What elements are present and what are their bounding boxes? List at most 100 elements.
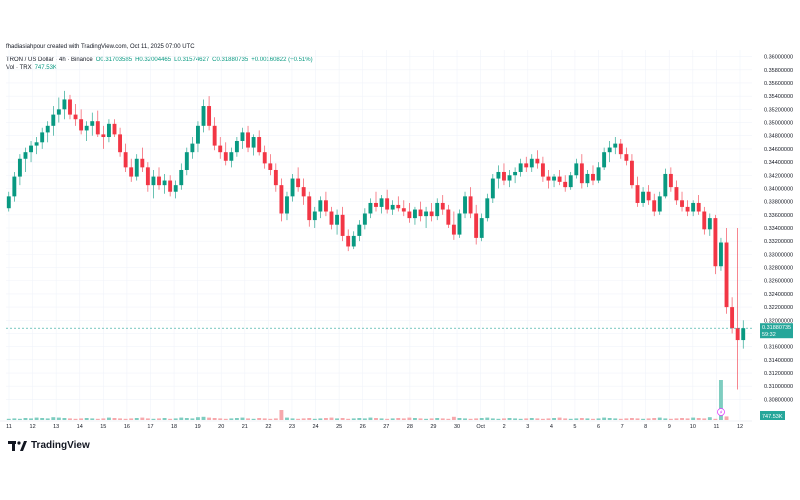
candle-body bbox=[179, 169, 184, 186]
volume-bar bbox=[702, 418, 707, 420]
x-tick-label: 18 bbox=[171, 424, 177, 430]
volume-bar bbox=[118, 418, 123, 420]
volume-bar bbox=[173, 418, 178, 420]
volume-bar bbox=[106, 417, 111, 420]
x-tick-label: 14 bbox=[77, 424, 83, 430]
x-tick-label: 21 bbox=[242, 424, 248, 430]
volume-bar bbox=[279, 410, 284, 420]
candle-body bbox=[162, 180, 167, 186]
candle-body bbox=[229, 152, 234, 161]
candle-body bbox=[268, 163, 273, 170]
x-tick-label: 30 bbox=[454, 424, 460, 430]
candle-body bbox=[535, 158, 540, 164]
candle-body bbox=[446, 209, 451, 225]
candle-body bbox=[29, 145, 33, 153]
y-tick-label: 0.32800000 bbox=[764, 266, 793, 272]
volume-bar bbox=[23, 418, 28, 420]
volume-bar bbox=[652, 418, 657, 420]
x-tick-label: 12 bbox=[30, 424, 36, 430]
candle-body bbox=[585, 173, 590, 184]
candle-body bbox=[140, 158, 145, 168]
volume-bar bbox=[329, 417, 334, 420]
volume-bar bbox=[368, 417, 373, 420]
volume-bar bbox=[223, 418, 228, 420]
volume-bar bbox=[618, 418, 623, 420]
candle-body bbox=[357, 224, 362, 236]
candle-body bbox=[513, 171, 518, 176]
candle-body bbox=[190, 143, 195, 153]
candle-body bbox=[735, 328, 740, 341]
candle-body bbox=[618, 143, 623, 155]
x-tick-label: 26 bbox=[360, 424, 366, 430]
y-tick-label: 0.35200000 bbox=[764, 107, 793, 113]
price-tag-price: 0.31880735 bbox=[762, 325, 791, 331]
candle-body bbox=[579, 163, 584, 184]
candle-body bbox=[524, 163, 529, 168]
x-tick-label: 6 bbox=[597, 424, 600, 430]
volume-bar bbox=[552, 418, 556, 420]
candle-body bbox=[707, 218, 712, 230]
volume-bar bbox=[401, 418, 406, 420]
candle-body bbox=[435, 202, 440, 217]
y-tick-label: 0.35400000 bbox=[764, 94, 793, 100]
lightning-icon bbox=[719, 409, 723, 415]
volume-bar bbox=[529, 418, 534, 420]
candle-body bbox=[123, 152, 128, 168]
candle-body bbox=[629, 160, 634, 186]
candle-body bbox=[385, 198, 390, 210]
volume-bar bbox=[246, 418, 250, 420]
tradingview-logo-icon bbox=[8, 440, 27, 451]
y-tick-label: 0.35000000 bbox=[764, 121, 793, 127]
volume-bar bbox=[546, 418, 551, 420]
volume-bar bbox=[507, 418, 512, 420]
volume-label[interactable]: Vol · TRX bbox=[6, 65, 32, 71]
candle-body bbox=[84, 125, 89, 131]
candle-body bbox=[552, 176, 556, 181]
candle-body bbox=[262, 152, 267, 164]
candle-body bbox=[646, 191, 651, 201]
volume-bar bbox=[129, 418, 134, 420]
x-tick-label: 23 bbox=[289, 424, 295, 430]
candle-body bbox=[17, 158, 22, 177]
logo-text: TradingView bbox=[31, 440, 90, 451]
volume-bar bbox=[624, 418, 629, 420]
price-axis[interactable]: 0.36000000 0.35800000 0.35600000 0.35400000… bbox=[764, 55, 793, 404]
event-marker[interactable] bbox=[717, 408, 725, 416]
volume-bar bbox=[374, 418, 378, 420]
x-tick-label: 24 bbox=[312, 424, 318, 430]
y-tick-label: 0.32600000 bbox=[764, 279, 793, 285]
volume-bar bbox=[207, 417, 212, 420]
candle-body bbox=[223, 152, 228, 161]
volume-bar bbox=[17, 418, 22, 420]
candle-body bbox=[396, 204, 401, 209]
candle-body bbox=[574, 163, 579, 176]
volume-bar bbox=[379, 418, 384, 420]
volume-value: 747.53K bbox=[34, 65, 57, 71]
candle-body bbox=[563, 181, 568, 188]
candle-body bbox=[719, 242, 723, 267]
tradingview-logo[interactable]: TradingView bbox=[8, 440, 90, 451]
candle-body bbox=[340, 214, 345, 236]
volume-bar bbox=[101, 418, 106, 420]
volume-bar bbox=[451, 416, 456, 420]
volume-bar bbox=[468, 418, 473, 420]
volume-bar bbox=[301, 418, 306, 420]
volume-bar bbox=[234, 418, 239, 420]
volume-bar bbox=[12, 418, 17, 420]
candle-body bbox=[413, 209, 417, 219]
symbol-title[interactable]: TRON / US Dollar · 4h · Binance bbox=[6, 57, 93, 63]
price-tag-box bbox=[760, 323, 793, 339]
time-axis[interactable]: 11 12 13 14 15 16 17 18 19 20 21 22 23 24 25 26 27 28 29 30… bbox=[0, 420, 752, 430]
y-tick-label: 0.31000000 bbox=[764, 384, 793, 390]
volume-bar bbox=[6, 418, 11, 420]
volume-bar bbox=[540, 418, 545, 420]
volume-tag: 747.53K bbox=[760, 411, 785, 420]
candle-body bbox=[168, 180, 173, 192]
x-tick-label: 22 bbox=[265, 424, 271, 430]
candle-body bbox=[390, 204, 395, 210]
volume-bar bbox=[591, 418, 595, 420]
volume-bar bbox=[290, 418, 295, 420]
y-tick-label: 0.36000000 bbox=[764, 55, 793, 61]
candle-body bbox=[463, 196, 467, 214]
